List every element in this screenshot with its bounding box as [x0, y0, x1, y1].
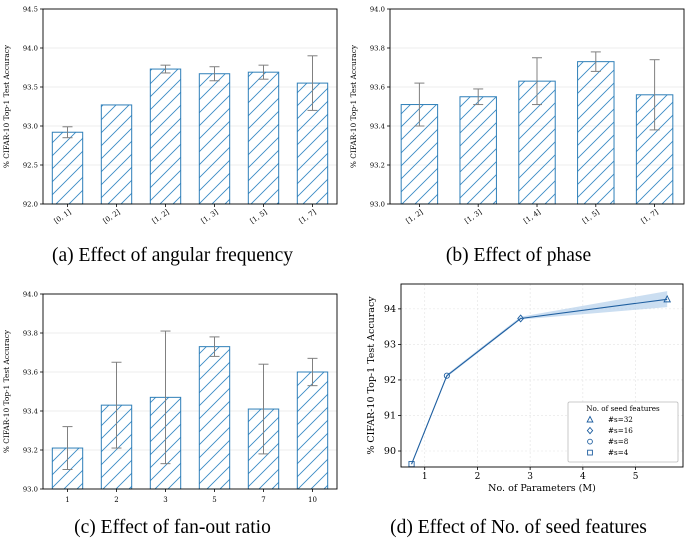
y-axis-label: % CIFAR-10 Top-1 Test Accuracy [2, 44, 11, 168]
x-tick-label: 5 [212, 496, 216, 504]
y-tick-label: 93.5 [23, 83, 38, 91]
confidence-band [411, 291, 668, 466]
x-tick-label: 7 [261, 496, 265, 504]
y-tick-label: 93.2 [23, 446, 38, 454]
bar [296, 371, 329, 490]
y-tick-label: 93.2 [370, 161, 385, 169]
bar [149, 68, 182, 205]
legend-marker [586, 426, 594, 435]
chart-c-svg: 1 2 3 5 7 10 93.0 93.2 93.4 93.6 93.8 94.0 % CIFAR-1… [2, 290, 338, 504]
y-tick-label: 93.8 [370, 44, 385, 52]
legend-entry: #s=32 [608, 415, 633, 424]
legend-marker [586, 415, 594, 423]
plot-frame [42, 8, 338, 205]
y-tick-label: 92.5 [23, 161, 38, 169]
legend-title: No. of seed features [586, 404, 660, 413]
chart-panel-d: 1 2 3 4 5 90 91 92 93 94 No. of Parameters (M) % CI… [346, 280, 691, 546]
bar [100, 104, 133, 205]
y-tick-label: 93.4 [370, 122, 385, 130]
x-tick-label: [1, 4] [522, 208, 542, 226]
x-tick-label: [1, 7] [640, 208, 660, 226]
chart-panel-c: 1 2 3 5 7 10 93.0 93.2 93.4 93.6 93.8 94.0 % CIFAR-1… [0, 280, 345, 546]
x-tick-label: [1, 3] [463, 208, 483, 226]
chart-panel-b: [1, 2] [1, 3] [1, 4] [1, 5] [1, 7] 93.0 93.2 93… [346, 0, 691, 270]
y-tick-label: 94.0 [370, 5, 385, 13]
x-tick-label: [0, 2] [102, 208, 122, 226]
chart-a-svg: [0, 1] [0, 2] [1, 2] [1, 3] [1, 5] [1, 7] 92.0… [2, 5, 338, 226]
x-tick-label: [1, 7] [298, 208, 318, 226]
x-tick-label: 3 [163, 496, 167, 504]
legend-entry: #s=16 [608, 426, 633, 435]
y-tick-label: 92.0 [23, 200, 38, 208]
y-tick-label: 93.0 [370, 200, 385, 208]
y-tick-label: 94 [384, 304, 396, 315]
bar [198, 73, 231, 205]
y-tick-label: 93.4 [23, 407, 38, 415]
y-axis-label: % CIFAR-10 Top-1 Test Accuracy [2, 329, 11, 453]
plot-frame [389, 8, 685, 205]
y-tick-label: 94.5 [23, 5, 38, 13]
chart-a-caption: (a) Effect of angular frequency [51, 245, 294, 266]
chart-panel-a: [0, 1] [0, 2] [1, 2] [1, 3] [1, 5] [1, 7] 92.0… [0, 0, 345, 270]
x-tick-label: [1, 3] [200, 208, 220, 226]
y-tick-label: 93.6 [370, 83, 385, 91]
x-tick-label: 2 [114, 496, 118, 504]
x-tick-label: 10 [308, 496, 317, 504]
y-tick-label: 93.6 [23, 368, 38, 376]
data-point [443, 372, 450, 379]
bar [51, 131, 84, 205]
x-tick-label: 1 [422, 472, 428, 482]
y-axis-label: % CIFAR-10 Top-1 Test Accuracy [349, 44, 358, 168]
x-tick-label: [0, 1] [53, 208, 73, 226]
y-tick-label: 91 [384, 411, 396, 422]
y-tick-label: 90 [384, 446, 396, 457]
legend-marker [587, 438, 593, 445]
y-tick-label: 94.0 [23, 290, 38, 298]
bar [459, 96, 497, 205]
x-tick-label: [1, 5] [581, 208, 601, 226]
series-line [411, 298, 668, 465]
y-tick-label: 93.0 [23, 485, 38, 493]
y-tick-label: 93.8 [23, 329, 38, 337]
x-tick-label: 2 [475, 472, 481, 482]
data-point [517, 314, 525, 323]
chart-d-svg: 1 2 3 4 5 90 91 92 93 94 No. of Parameters (M) % CI… [366, 283, 684, 494]
x-tick-label: [1, 2] [151, 208, 171, 226]
bar [198, 346, 231, 490]
chart-b-svg: [1, 2] [1, 3] [1, 4] [1, 5] [1, 7] 93.0 93.2 93… [349, 5, 685, 226]
chart-c-caption: (c) Effect of fan-out ratio [74, 517, 271, 538]
legend-entry: #s=8 [608, 437, 629, 446]
y-tick-label: 93.0 [23, 122, 38, 130]
legend: No. of seed features #s=32 #s=16 #s=8 #s=4 [567, 401, 679, 463]
plot-frame [400, 283, 684, 468]
legend-box [567, 401, 679, 463]
y-tick-label: 94.0 [23, 44, 38, 52]
chart-b-caption: (b) Effect of phase [445, 245, 592, 266]
x-tick-label: [1, 2] [405, 208, 425, 226]
x-tick-label: [1, 5] [249, 208, 269, 226]
y-tick-label: 93 [384, 340, 396, 351]
x-tick-label: 3 [527, 472, 533, 482]
bar [247, 71, 280, 205]
plot-frame [42, 293, 338, 490]
legend-marker [587, 449, 593, 456]
chart-d-caption: (d) Effect of No. of seed features [390, 517, 647, 538]
legend-entry: #s=4 [608, 448, 629, 457]
y-tick-label: 92 [384, 375, 396, 386]
bar [577, 61, 615, 205]
x-tick-label: 5 [633, 472, 639, 482]
x-axis-label: No. of Parameters (M) [488, 483, 596, 494]
y-axis-label: % CIFAR-10 Top-1 Test Accuracy [366, 296, 377, 455]
x-tick-label: 1 [65, 496, 69, 504]
x-tick-label: 4 [580, 472, 586, 482]
data-point [663, 294, 672, 303]
